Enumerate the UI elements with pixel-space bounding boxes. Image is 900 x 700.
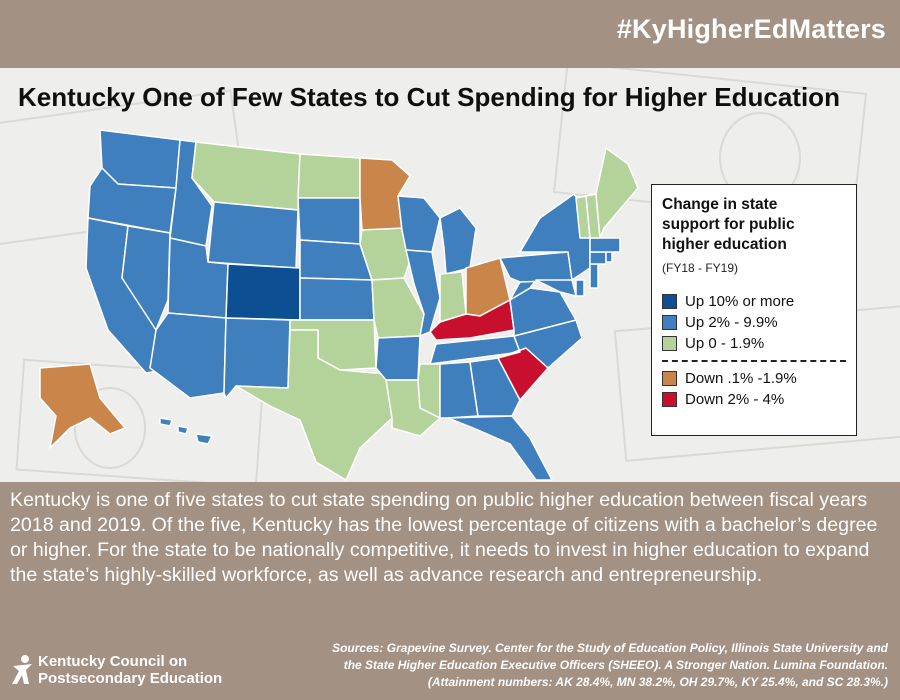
legend-swatch-up0 — [662, 336, 677, 351]
state-sd — [297, 197, 361, 245]
us-map — [39, 129, 639, 481]
header-bar: #KyHigherEdMatters — [0, 0, 900, 68]
state-nc — [497, 319, 583, 369]
legend-item-up10: Up 10% or more — [662, 291, 846, 312]
sources-line3: (Attainment numbers: AK 28.4%, MN 38.2%,… — [427, 675, 888, 689]
state-il — [405, 249, 441, 337]
state-ms — [417, 363, 441, 419]
sources-line1: Sources: Grapevine Survey. Center for th… — [332, 641, 888, 655]
state-tx — [235, 329, 393, 481]
state-ks — [299, 277, 375, 321]
state-az — [149, 312, 227, 399]
state-co — [225, 263, 301, 321]
legend-label: Down 2% - 4% — [685, 391, 785, 408]
legend-swatch-up10 — [662, 294, 677, 309]
state-nd — [297, 153, 361, 199]
state-hi — [159, 417, 213, 445]
legend-item-up2: Up 2% - 9.9% — [662, 312, 846, 333]
state-de — [575, 279, 585, 297]
body-text: Kentucky is one of five states to cut st… — [10, 489, 878, 586]
state-pa — [499, 251, 573, 283]
legend-subtitle: (FY18 - FY19) — [662, 261, 739, 275]
state-nm — [223, 317, 291, 399]
legend-item-up0: Up 0 - 1.9% — [662, 333, 846, 354]
legend-divider — [662, 360, 846, 362]
state-me — [595, 147, 639, 239]
state-nj — [589, 263, 599, 289]
logo: Kentucky Council on Postsecondary Educat… — [10, 650, 250, 690]
legend-title: Change in state support for public highe… — [662, 196, 795, 253]
logo-line2: Postsecondary Education — [38, 670, 223, 687]
sources: Sources: Grapevine Survey. Center for th… — [288, 640, 888, 691]
legend-item-down-small: Down .1% -1.9% — [662, 368, 846, 389]
legend: Change in state support for public highe… — [651, 184, 857, 436]
legend-swatch-down-small — [662, 371, 677, 386]
state-ga — [469, 357, 521, 417]
hashtag: #KyHigherEdMatters — [616, 14, 886, 44]
state-ri — [605, 251, 613, 263]
legend-label: Up 0 - 1.9% — [685, 335, 765, 352]
state-mi — [439, 207, 477, 275]
state-nv — [121, 225, 171, 331]
state-ma — [589, 237, 621, 253]
person-logo-icon — [12, 655, 32, 684]
logo-text: Kentucky Council on Postsecondary Educat… — [38, 653, 222, 687]
state-fl — [447, 415, 553, 481]
sources-line2: the State Higher Education Executive Off… — [343, 658, 888, 672]
state-ct — [589, 251, 607, 265]
legend-item-down2: Down 2% - 4% — [662, 389, 846, 410]
legend-swatch-up2 — [662, 315, 677, 330]
state-wy — [207, 201, 299, 269]
legend-list: Up 10% or more Up 2% - 9.9% Up 0 - 1.9% … — [662, 291, 846, 410]
legend-label: Up 10% or more — [685, 293, 795, 310]
legend-label: Up 2% - 9.9% — [685, 314, 778, 331]
map-panel: Kentucky One of Few States to Cut Spendi… — [0, 68, 900, 482]
logo-line1: Kentucky Council on — [38, 653, 188, 670]
state-wi — [397, 195, 441, 253]
state-ak — [39, 363, 126, 449]
map-title: Kentucky One of Few States to Cut Spendi… — [18, 82, 840, 112]
legend-label: Down .1% -1.9% — [685, 370, 797, 387]
state-ar — [375, 335, 421, 381]
legend-swatch-down2 — [662, 392, 677, 407]
